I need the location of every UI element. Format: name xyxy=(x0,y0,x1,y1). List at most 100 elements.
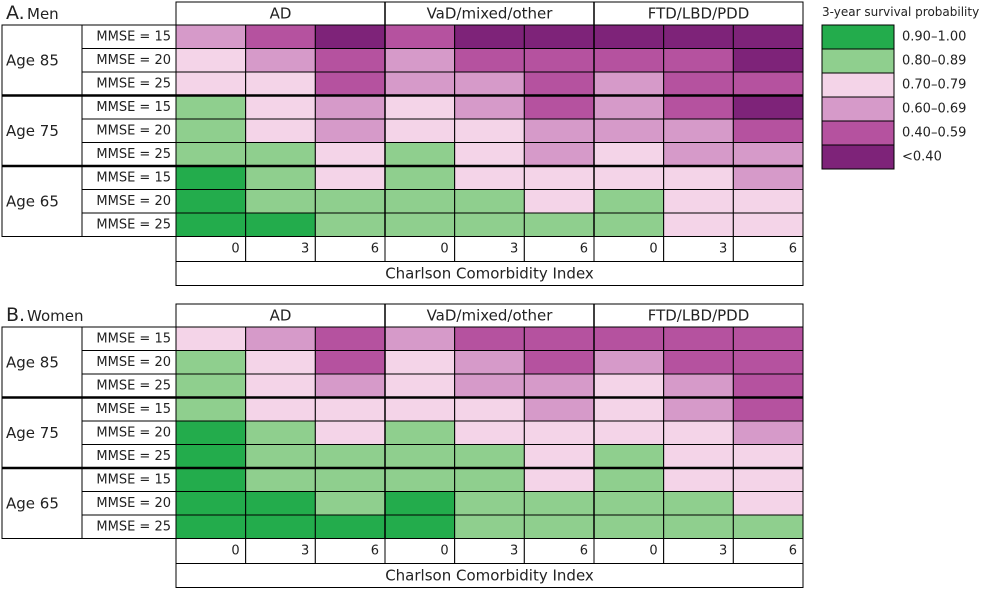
heatmap-cell xyxy=(245,189,316,214)
heatmap-cell xyxy=(663,212,734,237)
heatmap-cell xyxy=(732,165,804,190)
panel-women: B. Women AD VaD/mixed/other FTD/LBD/PDD Age 8… xyxy=(1,303,804,588)
heatmap-cell xyxy=(454,212,525,237)
x-tick-label: 3 xyxy=(301,544,309,559)
legend-swatch xyxy=(821,24,895,50)
heatmap-cell xyxy=(663,350,734,375)
group-header-label: FTD/LBD/PDD xyxy=(648,5,750,23)
heatmap-cell xyxy=(523,444,595,469)
heatmap-cell xyxy=(593,444,665,469)
heatmap-cell xyxy=(454,514,525,539)
heatmap-cell xyxy=(593,326,665,351)
x-tick-box xyxy=(245,236,316,262)
heatmap-cell xyxy=(663,48,734,73)
heatmap-cell xyxy=(384,165,456,190)
heatmap-cell xyxy=(593,48,665,73)
heatmap-cell xyxy=(732,397,804,422)
x-tick-box xyxy=(175,236,247,262)
heatmap-cell xyxy=(663,95,734,120)
heatmap-cell xyxy=(245,48,316,73)
x-tick-label: 3 xyxy=(510,242,518,257)
heatmap-cell xyxy=(245,444,316,469)
heatmap-cell xyxy=(663,24,734,49)
mmse-label-box xyxy=(81,514,177,539)
heatmap-cell xyxy=(454,71,525,96)
x-tick-label: 0 xyxy=(231,242,239,257)
heatmap-cell xyxy=(732,373,804,398)
mmse-label: MMSE = 20 xyxy=(96,425,171,440)
heatmap-cell xyxy=(732,189,804,214)
heatmap-cell xyxy=(314,514,386,539)
age-group-box xyxy=(1,467,83,539)
legend-label: <0.40 xyxy=(902,150,942,165)
heatmap-cell xyxy=(245,142,316,167)
heatmap-cell xyxy=(593,373,665,398)
heatmap-cell xyxy=(454,48,525,73)
x-tick-label: 0 xyxy=(231,544,239,559)
heatmap-cell xyxy=(732,71,804,96)
heatmap-cell xyxy=(175,467,247,492)
heatmap-cell xyxy=(593,397,665,422)
heatmap-cell xyxy=(593,491,665,516)
heatmap-cell xyxy=(245,373,316,398)
heatmap-cell xyxy=(523,165,595,190)
heatmap-cell xyxy=(593,350,665,375)
heatmap-cell xyxy=(593,118,665,143)
heatmap-cell xyxy=(732,467,804,492)
heatmap-cell xyxy=(454,420,525,445)
mmse-label: MMSE = 15 xyxy=(96,472,171,487)
heatmap-cell xyxy=(454,118,525,143)
heatmap-cell xyxy=(593,420,665,445)
legend-label: 0.70–0.79 xyxy=(902,78,966,93)
x-tick-label: 0 xyxy=(440,544,448,559)
panel-letter: A. xyxy=(6,2,25,24)
heatmap-cell xyxy=(732,326,804,351)
heatmap-cell xyxy=(523,24,595,49)
heatmap-cell xyxy=(245,467,316,492)
heatmap-cell xyxy=(663,189,734,214)
x-tick-box xyxy=(732,538,804,564)
heatmap-cell xyxy=(245,420,316,445)
heatmap-cell xyxy=(245,165,316,190)
legend-label: 0.90–1.00 xyxy=(902,30,966,45)
heatmap-cell xyxy=(314,491,386,516)
heatmap-cell xyxy=(454,373,525,398)
heatmap-cell xyxy=(454,326,525,351)
x-tick-label: 3 xyxy=(719,544,727,559)
heatmap-cell xyxy=(732,212,804,237)
heatmap-cell xyxy=(454,397,525,422)
legend-swatch xyxy=(821,72,895,98)
heatmap-cell xyxy=(732,514,804,539)
mmse-label: MMSE = 15 xyxy=(96,100,171,115)
heatmap-cell xyxy=(384,95,456,120)
x-tick-label: 6 xyxy=(789,242,797,257)
heatmap-cell xyxy=(593,212,665,237)
heatmap-cell xyxy=(663,444,734,469)
heatmap-cell xyxy=(384,467,456,492)
heatmap-cell xyxy=(314,326,386,351)
heatmap-cell xyxy=(523,326,595,351)
x-tick-box xyxy=(314,236,386,262)
heatmap-cell xyxy=(663,491,734,516)
mmse-label: MMSE = 25 xyxy=(96,519,171,534)
heatmap-cell xyxy=(732,48,804,73)
age-group-box xyxy=(1,165,83,237)
panel-men: A. Men AD VaD/mixed/other FTD/LBD/PDD Age 85 M… xyxy=(1,1,804,286)
heatmap-cell xyxy=(175,48,247,73)
heatmap-cell xyxy=(523,373,595,398)
group-header-label: FTD/LBD/PDD xyxy=(648,307,750,325)
heatmap-cell xyxy=(384,420,456,445)
heatmap-cell xyxy=(454,444,525,469)
x-tick-label: 0 xyxy=(649,242,657,257)
mmse-label: MMSE = 25 xyxy=(96,378,171,393)
heatmap-cell xyxy=(175,142,247,167)
heatmap-cell xyxy=(314,420,386,445)
legend-label: 0.80–0.89 xyxy=(902,54,966,69)
heatmap-cell xyxy=(454,95,525,120)
heatmap-cell xyxy=(663,420,734,445)
heatmap-cell xyxy=(175,444,247,469)
heatmap-cell xyxy=(732,444,804,469)
heatmap-cell xyxy=(523,467,595,492)
age-group-label: Age 65 xyxy=(6,494,59,512)
heatmap-cell xyxy=(384,444,456,469)
